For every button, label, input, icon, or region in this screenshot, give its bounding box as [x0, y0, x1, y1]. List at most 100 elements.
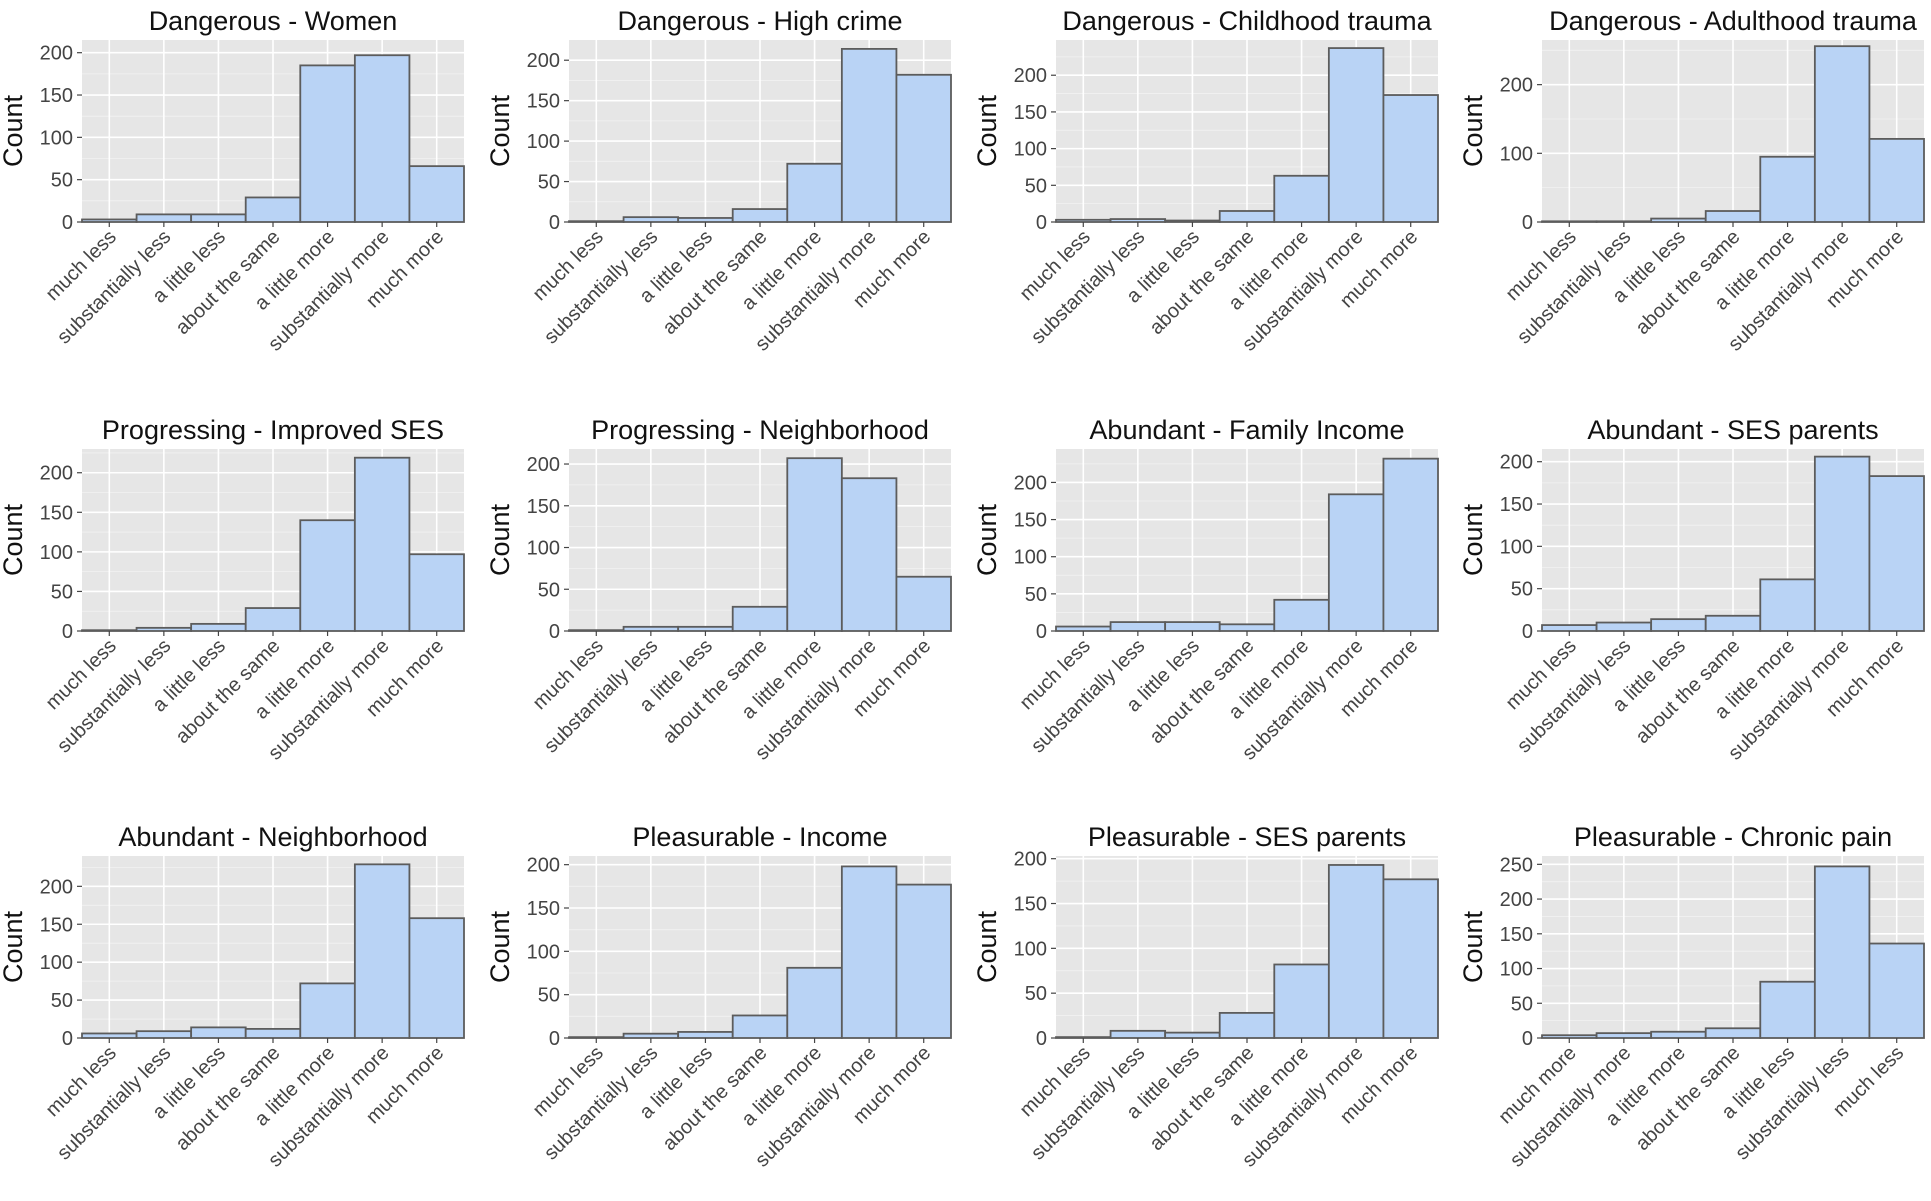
y-tick-label: 200	[1014, 65, 1047, 87]
bar-substantially-more	[840, 865, 898, 1039]
y-tick-label: 200	[1500, 75, 1533, 97]
y-tick-label: 200	[527, 855, 560, 877]
bar-a-little-less	[677, 217, 734, 223]
bar-substantially-less	[135, 1030, 193, 1039]
y-tick-label: 150	[527, 91, 560, 113]
y-tick-label: 100	[1500, 143, 1533, 165]
panel-title: Pleasurable - Chronic pain	[1574, 822, 1892, 852]
y-tick-label: 100	[40, 542, 73, 564]
bar-a-little-more	[1759, 155, 1816, 223]
bar-substantially-less	[135, 213, 193, 223]
bar-much-more	[1382, 457, 1439, 632]
bar-a-little-more	[1273, 174, 1330, 223]
bar-a-little-more	[786, 966, 843, 1039]
panel-title: Dangerous - Women	[149, 6, 398, 36]
bar-substantially-more	[840, 47, 898, 223]
y-tick-label: 100	[1014, 547, 1047, 569]
bar-much-less	[1541, 624, 1598, 632]
bar-about-the-same	[244, 607, 302, 632]
panel-title: Progressing - Neighborhood	[591, 415, 929, 445]
bar-much-more	[408, 553, 465, 632]
bar-substantially-more	[353, 863, 411, 1039]
y-tick-label: 150	[1500, 494, 1533, 516]
bar-much-less	[568, 220, 625, 223]
bar-a-little-more	[299, 64, 356, 223]
bar-substantially-more	[840, 477, 898, 632]
bar-about-the-same	[244, 196, 302, 223]
bar-substantially-more	[353, 456, 411, 632]
y-axis-label: Count	[972, 503, 1002, 576]
y-tick-label: 250	[1500, 854, 1533, 876]
bar-substantially-more	[1595, 1032, 1653, 1039]
y-tick-label: 50	[51, 990, 73, 1012]
bar-a-little-less	[190, 622, 247, 632]
bar-much-more	[1868, 137, 1925, 223]
bar-substantially-less	[1109, 621, 1167, 632]
panel-title: Dangerous - Childhood trauma	[1062, 6, 1432, 36]
y-tick-label: 0	[1036, 212, 1047, 234]
y-tick-label: 100	[1500, 959, 1533, 981]
bar-a-little-more	[299, 519, 356, 632]
bar-much-less	[1055, 218, 1112, 223]
y-tick-label: 150	[40, 914, 73, 936]
bar-much-less	[568, 629, 625, 632]
y-tick-label: 200	[40, 43, 73, 65]
bar-substantially-more	[1813, 45, 1871, 223]
y-axis-label: Count	[0, 910, 28, 983]
bar-a-little-more	[786, 457, 843, 632]
bar-substantially-less	[622, 1032, 680, 1039]
panel-title: Abundant - SES parents	[1587, 415, 1878, 445]
bar-a-little-less	[1164, 1031, 1221, 1039]
y-axis-label: Count	[485, 94, 515, 167]
y-tick-label: 150	[1014, 102, 1047, 124]
bar-a-little-less	[677, 625, 734, 632]
y-tick-label: 100	[527, 131, 560, 153]
bar-a-little-more	[1759, 578, 1816, 632]
y-tick-label: 200	[1500, 889, 1533, 911]
y-tick-label: 50	[538, 172, 560, 194]
bar-much-more	[1868, 475, 1925, 632]
bar-much-more	[408, 165, 465, 223]
y-tick-label: 0	[62, 621, 73, 643]
bar-a-little-less	[1759, 980, 1816, 1039]
panel-title: Pleasurable - SES parents	[1088, 822, 1406, 852]
bar-a-little-more	[299, 982, 356, 1039]
y-axis-label: Count	[1458, 503, 1488, 576]
bar-much-more	[1541, 1034, 1598, 1039]
bar-much-less	[1055, 625, 1112, 632]
y-tick-label: 50	[51, 170, 73, 192]
y-tick-label: 50	[1025, 584, 1047, 606]
bar-a-little-more	[1273, 598, 1330, 632]
y-tick-label: 50	[1511, 993, 1533, 1015]
bar-about-the-same	[731, 605, 789, 632]
bar-a-little-less	[1164, 219, 1221, 223]
bar-much-more	[408, 917, 465, 1039]
panel-title: Dangerous - Adulthood trauma	[1549, 6, 1918, 36]
y-tick-label: 150	[1014, 894, 1047, 916]
y-tick-label: 0	[1036, 1028, 1047, 1050]
y-tick-label: 0	[1036, 621, 1047, 643]
bar-much-less	[81, 629, 138, 632]
bar-about-the-same	[731, 1014, 789, 1039]
bar-substantially-less	[135, 626, 193, 632]
bar-much-more	[895, 883, 952, 1039]
y-tick-label: 50	[1025, 175, 1047, 197]
y-tick-label: 150	[40, 502, 73, 524]
y-tick-label: 150	[40, 85, 73, 107]
bar-a-little-less	[1164, 621, 1221, 632]
bar-a-little-less	[677, 1031, 734, 1039]
y-tick-label: 0	[62, 1028, 73, 1050]
y-tick-label: 100	[527, 941, 560, 963]
bar-substantially-more	[1327, 864, 1385, 1039]
bar-substantially-more	[353, 54, 411, 223]
panel-title: Pleasurable - Income	[632, 822, 887, 852]
y-tick-label: 200	[1500, 452, 1533, 474]
y-tick-label: 100	[527, 538, 560, 560]
bar-substantially-less	[622, 625, 680, 632]
